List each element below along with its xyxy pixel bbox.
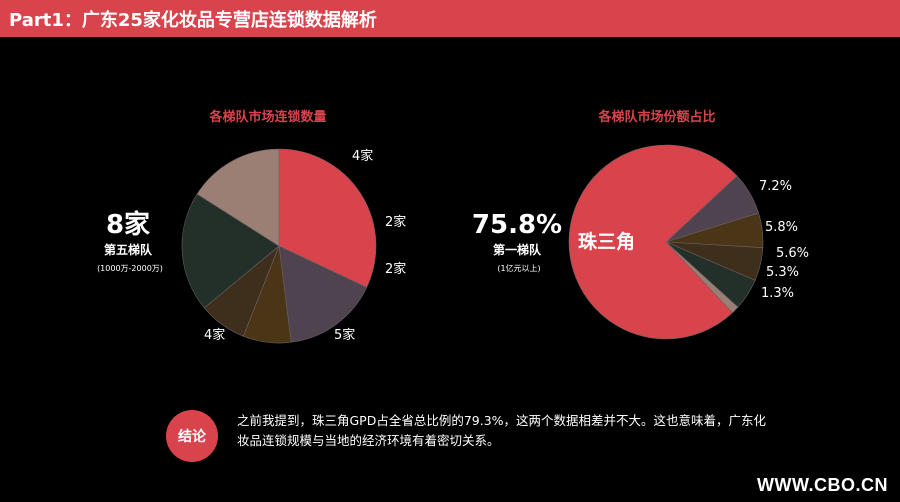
right-highlight-name: 第一梯队 [493, 242, 542, 257]
page-title: Part1：广东25家化妆品专营店连锁数据解析 [9, 10, 377, 31]
conclusion-badge: 结论 [166, 410, 218, 462]
right-pie-slice-5 [568, 144, 738, 340]
left-slice-label-4: 5家 [334, 327, 355, 343]
left-slice-label-5: 4家 [204, 327, 225, 343]
header-bar: Part1：广东25家化妆品专营店连锁数据解析 [0, 0, 900, 37]
left-slice-label-2: 2家 [385, 214, 406, 230]
right-pie [568, 144, 764, 340]
right-highlight-value: 75.8% [472, 210, 562, 240]
left-chart-title: 各梯队市场连锁数量 [208, 109, 326, 125]
left-highlight-value: 8家 [106, 209, 150, 240]
right-slice-label-2: 5.6% [776, 246, 809, 261]
left-slice-label-3: 2家 [385, 261, 406, 277]
left-slice-label-1: 4家 [352, 148, 373, 164]
footer-site: WWW.CBO.CN [757, 475, 888, 495]
left-pie-slice-0 [278, 148, 377, 288]
right-slice-label-0: 7.2% [759, 179, 792, 194]
right-slice-label-4: 1.3% [761, 286, 794, 301]
conclusion-text: 之前我提到，珠三角GPD占全省总比例的79.3%，这两个数据相差并不大。这也意味… [237, 413, 767, 448]
right-slice-label-5: 珠三角 [578, 230, 635, 253]
left-pie [181, 148, 377, 344]
left-pie-slice-1 [278, 245, 368, 343]
right-chart-title: 各梯队市场份额占比 [597, 109, 715, 125]
right-slice-label-3: 5.3% [766, 265, 799, 280]
left-pie-slice-4 [181, 193, 280, 309]
right-highlight-note: (1亿元以上) [497, 263, 540, 273]
left-highlight-name: 第五梯队 [104, 242, 153, 257]
left-pie-slice-5 [196, 148, 280, 247]
right-slice-label-1: 5.8% [765, 220, 798, 235]
left-highlight-note: (1000万-2000万) [97, 264, 163, 273]
